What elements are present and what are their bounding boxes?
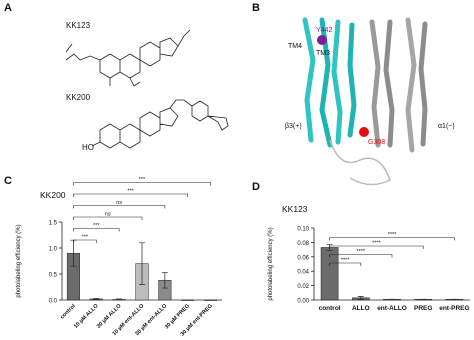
structure-atom: HO xyxy=(82,143,94,152)
compound-label: KK123 xyxy=(66,21,91,30)
y-tick-label: 0.08 xyxy=(297,241,309,247)
significance-label: **** xyxy=(372,241,381,247)
significance-bracket xyxy=(73,182,211,186)
y-tick-label: 0.06 xyxy=(297,255,309,261)
y-axis-label: photolabeling efficiency (%) xyxy=(16,224,22,297)
significance-label: *** xyxy=(139,177,146,183)
error-bar xyxy=(161,272,168,289)
error-bar xyxy=(139,242,145,285)
chart-title: KK200 xyxy=(40,190,66,200)
significance-label: ns xyxy=(105,212,111,218)
residue-y442 xyxy=(317,35,327,45)
compound-label: KK200 xyxy=(66,93,91,102)
y-tick-label: 1.5 xyxy=(49,221,58,227)
significance-bracket xyxy=(329,237,455,241)
x-tick-label: PREG xyxy=(414,305,432,312)
error-bar xyxy=(357,296,364,300)
structure-drawing xyxy=(65,29,229,149)
x-tick-label: control xyxy=(59,303,77,321)
panel-letter: C xyxy=(4,175,12,187)
loop xyxy=(329,139,391,186)
y-axis-label: photolabeling efficiency (%) xyxy=(268,227,274,300)
significance-bracket xyxy=(329,245,424,249)
residue-label: Y442 xyxy=(316,27,332,34)
helix-label: TM3 xyxy=(316,50,330,57)
y-tick-label: 0.04 xyxy=(297,270,309,276)
y-tick-label: 0.0 xyxy=(49,299,58,305)
error-bar xyxy=(116,298,123,301)
significance-bracket xyxy=(329,262,362,266)
y-tick-label: 1.0 xyxy=(49,247,58,253)
significance-label: **** xyxy=(388,232,397,238)
y-tick-label: 0.10 xyxy=(297,227,309,233)
significance-label: *** xyxy=(127,189,134,195)
significance-label: **** xyxy=(341,258,350,264)
y-tick-label: 0.00 xyxy=(297,299,309,305)
subunit-label: α1(−) xyxy=(438,123,455,130)
panel-letter: A xyxy=(4,2,12,14)
y-tick-label: 0.02 xyxy=(297,284,309,290)
significance-label: *** xyxy=(82,235,89,241)
significance-bracket xyxy=(73,216,143,220)
significance-label: **** xyxy=(357,249,366,255)
x-tick-label: ALLO xyxy=(352,305,370,312)
residue-g308 xyxy=(359,127,369,137)
error-bar xyxy=(93,298,100,300)
significance-label: ns xyxy=(116,200,122,206)
significance-bracket xyxy=(73,205,166,209)
chart-title: KK123 xyxy=(282,204,308,214)
significance-bracket xyxy=(329,254,393,258)
x-tick-label: control xyxy=(319,305,341,312)
helix-label: TM4 xyxy=(288,43,302,50)
y-tick-label: 0.5 xyxy=(49,273,58,279)
x-tick-label: ent-PREG xyxy=(439,305,469,312)
significance-label: *** xyxy=(93,223,100,229)
subunit-label: β3(+) xyxy=(285,123,302,130)
panel-letter: B xyxy=(252,2,260,14)
x-tick-label: ent-ALLO xyxy=(377,305,407,312)
residue-label: G308 xyxy=(368,139,385,146)
panel-letter: D xyxy=(252,181,260,193)
significance-bracket xyxy=(73,193,189,197)
significance-bracket xyxy=(73,239,97,243)
significance-bracket xyxy=(73,228,120,232)
